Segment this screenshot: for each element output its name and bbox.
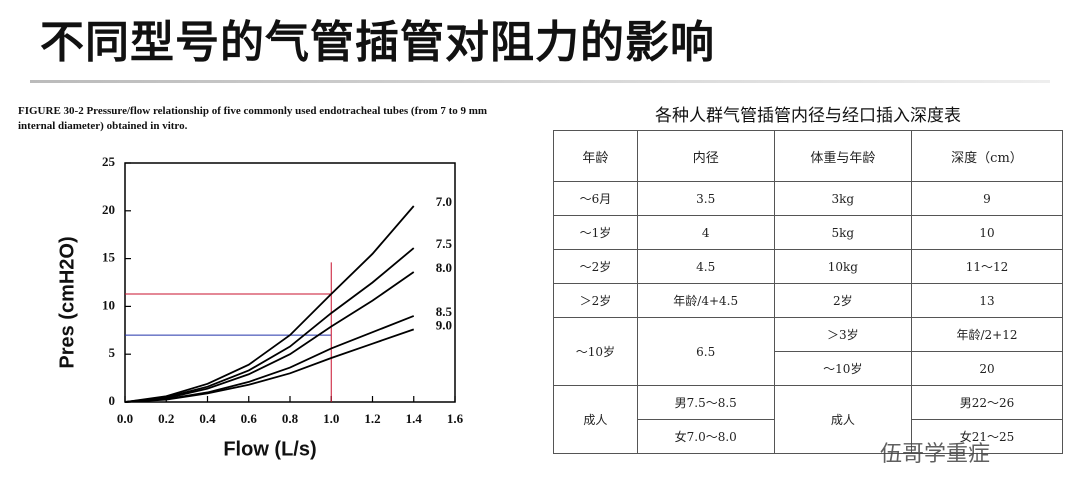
cell: 2岁 (773, 283, 912, 318)
table-row: ～1岁 4 5kg 10 (553, 215, 1064, 250)
y-tick-label: 25 (102, 154, 116, 169)
cell: 3kg (773, 181, 912, 216)
table-title: 各种人群气管插管内径与经口插入深度表 (655, 106, 961, 126)
x-tick-label: 0.2 (158, 411, 174, 426)
cell: 男22～26 (910, 385, 1064, 420)
header-cell: 内径 (636, 130, 775, 182)
x-tick-label: 0.6 (241, 411, 258, 426)
table-header: 年龄 内径 体重与年龄 深度（cm） (553, 130, 1064, 182)
y-tick-label: 20 (102, 202, 115, 217)
cell: 10 (910, 215, 1064, 250)
cell: 男7.5～8.5 (636, 385, 775, 420)
x-axis-title: Flow (L/s) (223, 438, 316, 460)
x-tick-label: 1.2 (364, 411, 380, 426)
series-label: 7.0 (436, 194, 452, 209)
table-row: ＞2岁 年龄/4+4.5 2岁 13 (553, 283, 1064, 318)
x-tick-label: 0.8 (282, 411, 299, 426)
cell: 4.5 (636, 249, 775, 284)
series-line (124, 247, 415, 403)
table-row: 女7.0～8.0 女21～25 (554, 419, 1064, 454)
header-cell: 体重与年龄 (773, 130, 912, 182)
cell: 女7.0～8.0 (636, 419, 775, 454)
y-tick-label: 0 (109, 393, 116, 408)
cell: 20 (910, 351, 1064, 386)
series-line (124, 328, 415, 403)
series-label: 8.0 (436, 260, 452, 275)
cell: 成人 (553, 385, 638, 454)
y-tick-label: 15 (102, 250, 116, 265)
header-cell: 年龄 (553, 130, 638, 182)
x-tick-label: 0.0 (117, 411, 133, 426)
title-rule (30, 80, 1050, 83)
x-tick-label: 0.4 (199, 411, 216, 426)
series-label: 7.5 (436, 236, 453, 251)
cell: ～10岁 (773, 351, 912, 386)
cell: 6.5 (636, 317, 775, 386)
cell: 年龄/2+12 (910, 317, 1064, 352)
cell: ＞2岁 (553, 283, 638, 318)
cell: 4 (636, 215, 775, 250)
figure-caption: FIGURE 30-2 Pressure/flow relationship o… (18, 105, 488, 132)
y-axis-title: Pres (cmH2O) (56, 236, 78, 368)
slide-title: 不同型号的气管插管对阻力的影响 (40, 17, 715, 68)
cell: 年龄/4+4.5 (636, 283, 775, 318)
cell: 成人 (773, 385, 912, 454)
cell: ～1岁 (553, 215, 638, 250)
table-row: ～10岁 20 (554, 351, 1064, 386)
x-tick-label: 1.0 (323, 411, 339, 426)
table-row: ～10岁 6.5 ＞3岁 年龄/2+12 (553, 317, 1064, 386)
cell: ～10岁 (553, 317, 638, 386)
table-row: ～6月 3.5 3kg 9 (553, 181, 1064, 216)
cell: 13 (910, 283, 1064, 318)
watermark: 伍哥学重症 (880, 442, 991, 467)
cell: ＞3岁 (773, 317, 912, 352)
table-row: 成人 男7.5～8.5 成人 男22～26 (553, 385, 1064, 454)
y-tick-label: 5 (109, 345, 116, 360)
cell: 女21～25 (910, 419, 1064, 454)
cell: 11～12 (910, 249, 1064, 284)
series-label: 8.5 (436, 304, 453, 319)
cell: 5kg (773, 215, 912, 250)
y-tick-label: 10 (102, 297, 115, 312)
cell: ～6月 (553, 181, 638, 216)
series-label: 9.0 (436, 317, 452, 332)
series-line (124, 205, 415, 403)
chart: 0 5 10 15 20 25 0.0 0.2 0.4 0.6 0.8 1.0 1.2 1.4 1.6 Flo… (56, 154, 464, 460)
x-tick-label: 1.4 (406, 411, 423, 426)
header-cell: 深度（cm） (910, 130, 1064, 182)
cell: 10kg (773, 249, 912, 284)
cell: 9 (910, 181, 1064, 216)
x-tick-label: 1.6 (447, 411, 464, 426)
series-line (124, 271, 415, 403)
table-row: ～2岁 4.5 10kg 11～12 (553, 249, 1064, 284)
plot-frame (124, 162, 456, 403)
cell: 3.5 (636, 181, 775, 216)
table: 年龄 内径 体重与年龄 深度（cm） ～6月 3.5 3kg 9 ～1岁 4 5kg 10 … (553, 130, 1064, 454)
cell: ～2岁 (553, 249, 638, 284)
